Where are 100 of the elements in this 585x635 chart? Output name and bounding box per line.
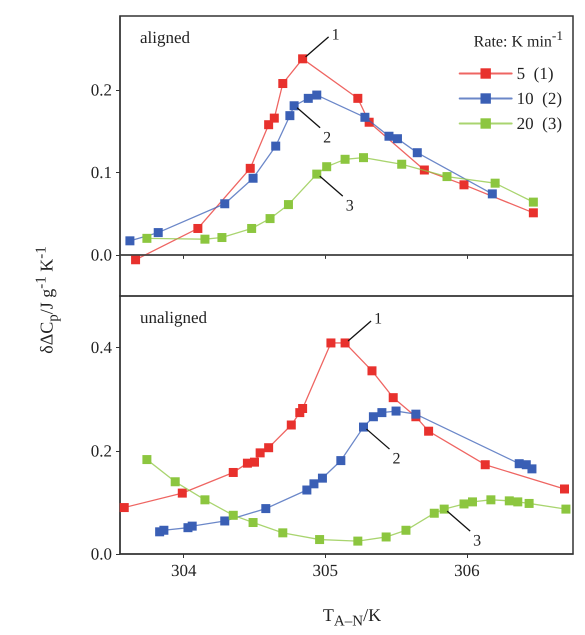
legend-title: Rate: K min$^{-1}$	[474, 28, 563, 52]
point	[340, 154, 350, 164]
point	[154, 228, 163, 238]
point	[298, 404, 308, 413]
point	[353, 94, 362, 103]
legend-label: 20 (3)	[516, 114, 562, 133]
point	[490, 178, 500, 188]
text: aligned	[140, 28, 191, 47]
point	[560, 484, 570, 494]
y-tick-label: 0.4	[90, 338, 112, 358]
point	[561, 504, 570, 514]
point	[312, 170, 322, 179]
annotation: 1	[332, 26, 340, 44]
point	[397, 160, 406, 169]
point	[178, 488, 187, 498]
point	[401, 526, 410, 535]
point	[504, 496, 514, 506]
point	[131, 255, 140, 264]
point	[384, 132, 394, 141]
point	[286, 420, 296, 430]
point	[264, 443, 274, 452]
point	[220, 199, 230, 208]
point	[358, 422, 368, 432]
annotation: 1	[374, 310, 382, 328]
annotation: 3	[473, 532, 482, 550]
point	[326, 338, 336, 348]
point	[284, 200, 293, 210]
point	[188, 522, 197, 531]
point	[228, 468, 238, 477]
point	[528, 198, 538, 207]
point	[309, 479, 318, 488]
point	[513, 497, 522, 506]
y-tick-label: 0.0	[90, 245, 112, 264]
point	[312, 90, 322, 100]
point	[256, 448, 265, 458]
y-tick-label: 0.2	[90, 80, 112, 100]
point	[377, 408, 386, 418]
point	[392, 406, 401, 416]
point	[388, 393, 398, 402]
point	[142, 234, 152, 243]
point	[412, 148, 422, 158]
point	[368, 412, 378, 422]
annotation: 2	[323, 129, 332, 146]
y-tick-label: 0.1	[90, 162, 112, 182]
point	[480, 460, 490, 470]
point	[261, 504, 270, 514]
point	[270, 114, 279, 123]
point	[264, 120, 274, 130]
point	[248, 174, 258, 183]
point	[290, 101, 299, 110]
point	[358, 153, 368, 162]
point	[278, 528, 288, 538]
point	[392, 134, 402, 144]
point	[468, 497, 477, 506]
annotation: 3	[346, 198, 354, 215]
point	[271, 142, 280, 151]
point	[459, 180, 468, 190]
point	[193, 224, 202, 233]
point	[322, 162, 332, 172]
point	[336, 456, 346, 466]
y-tick-label: 0.0	[90, 544, 112, 564]
point	[250, 458, 259, 467]
point	[318, 474, 327, 483]
point	[430, 508, 439, 518]
point	[524, 498, 534, 508]
point	[142, 455, 152, 464]
point	[440, 504, 449, 514]
point	[424, 426, 434, 436]
point	[382, 532, 391, 542]
point	[486, 495, 496, 504]
point	[528, 208, 538, 218]
annotation: 2	[392, 450, 400, 468]
point	[120, 503, 129, 512]
x-tick-label: 304	[170, 561, 197, 580]
point	[220, 516, 230, 526]
point	[353, 536, 362, 546]
y-tick-label: 0.2	[90, 441, 112, 460]
point	[200, 234, 210, 244]
point	[246, 164, 255, 173]
point	[367, 366, 376, 376]
point	[266, 214, 275, 224]
point	[217, 233, 226, 242]
point	[200, 495, 210, 504]
point	[298, 54, 308, 64]
point	[459, 499, 468, 508]
point	[315, 535, 324, 544]
point	[285, 111, 294, 120]
x-axis-title: T$_{A–N}$/K	[322, 605, 382, 631]
point	[228, 510, 238, 520]
legend-label: 10 (2)	[516, 89, 562, 108]
x-tick-label: 306	[454, 561, 480, 580]
point	[304, 94, 313, 103]
point	[411, 410, 420, 419]
point	[527, 464, 536, 474]
point	[360, 112, 370, 122]
legend-label: 5 (1)	[516, 64, 554, 83]
point	[488, 189, 497, 198]
point	[302, 486, 312, 495]
point	[278, 79, 288, 88]
x-tick-label: 305	[312, 561, 338, 580]
